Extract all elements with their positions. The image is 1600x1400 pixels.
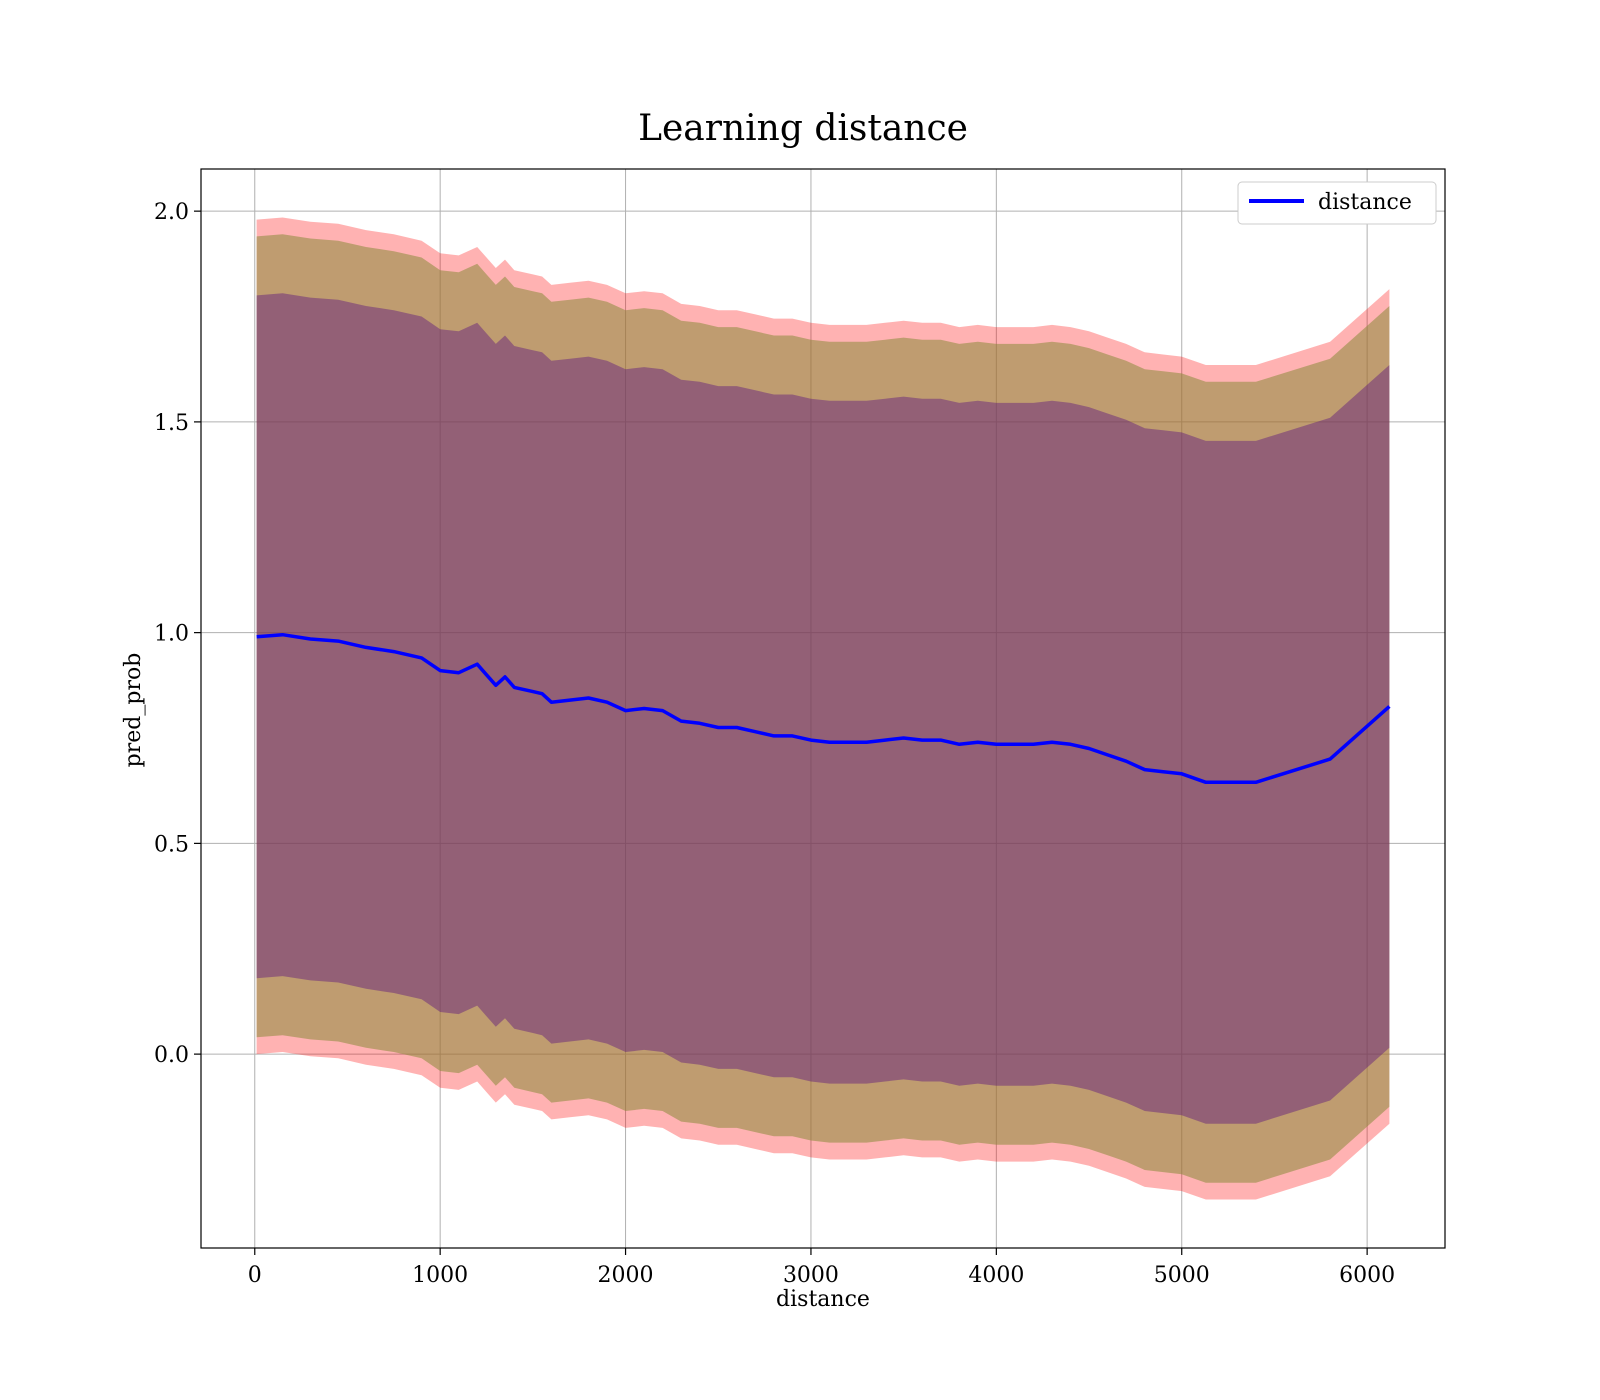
std-bands xyxy=(256,217,1390,1200)
x-tick-label-4: 4000 xyxy=(968,1263,1024,1288)
y-tick-label-0: 0.0 xyxy=(154,1043,189,1068)
axis-ticks: 0 1000 2000 3000 4000 5000 6000 0.0 0.5 1.0 1.5 2.0 xyxy=(154,200,1395,1288)
y-axis-label: pred_prob xyxy=(121,653,146,768)
legend-box xyxy=(1237,181,1437,225)
chart-title: Learning distance xyxy=(638,108,968,149)
x-tick-label-3: 3000 xyxy=(783,1263,839,1288)
y-tick-label-4: 2.0 xyxy=(154,200,189,225)
x-tick-label-0: 0 xyxy=(248,1263,262,1288)
legend-label-distance: distance xyxy=(1318,190,1412,215)
y-tick-label-3: 1.5 xyxy=(154,411,189,436)
y-tick-label-2: 1.0 xyxy=(154,622,189,647)
band-middle xyxy=(256,234,1390,1183)
x-tick-label-5: 5000 xyxy=(1154,1263,1210,1288)
x-tick-label-2: 2000 xyxy=(598,1263,654,1288)
plot-frame xyxy=(200,168,1446,1249)
band-inner xyxy=(256,293,1390,1124)
x-tick-label-1: 1000 xyxy=(412,1263,468,1288)
x-axis-label: distance xyxy=(776,1287,870,1312)
series-line-distance xyxy=(256,632,1391,785)
series-line xyxy=(256,632,1391,785)
legend: distance xyxy=(1237,181,1437,225)
x-tick-label-6: 6000 xyxy=(1339,1263,1395,1288)
y-tick-label-1: 0.5 xyxy=(154,832,189,857)
